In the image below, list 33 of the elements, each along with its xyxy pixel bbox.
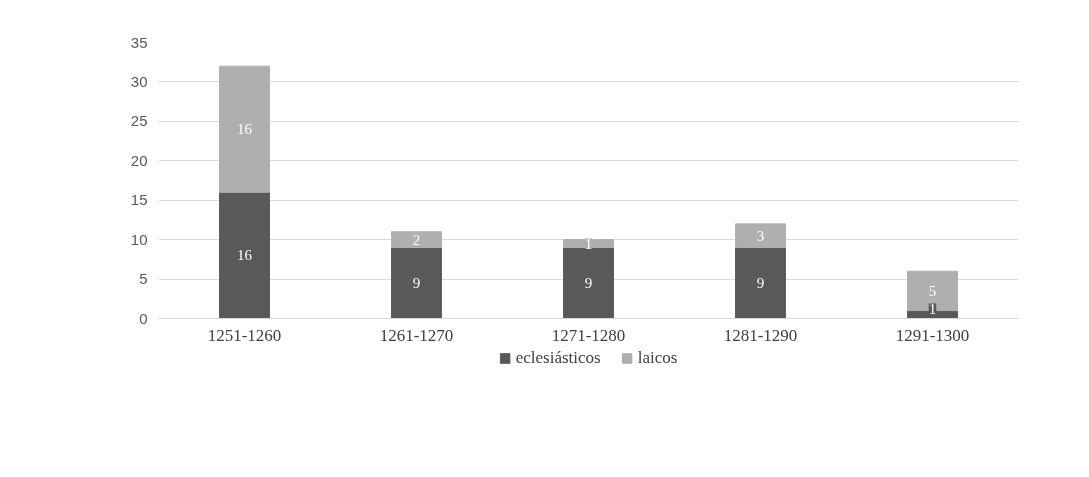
data-label: 9 xyxy=(412,275,421,292)
y-tick-label: 0 xyxy=(139,309,148,327)
y-tick-label: 5 xyxy=(139,270,148,288)
data-label: 5 xyxy=(928,282,937,299)
x-tick-label: 1271-1280 xyxy=(551,325,626,345)
y-tick-label: 15 xyxy=(130,191,148,209)
x-tick-label: 1291-1300 xyxy=(895,325,970,345)
y-tick-label: 10 xyxy=(130,230,148,248)
data-label: 1 xyxy=(928,300,937,317)
x-tick-label: 1261-1270 xyxy=(379,325,454,345)
y-tick-label: 20 xyxy=(130,151,148,169)
data-label: 1 xyxy=(584,235,593,252)
bar xyxy=(219,65,270,193)
bar xyxy=(735,223,786,249)
bar xyxy=(219,191,270,319)
data-label: 9 xyxy=(756,275,765,292)
y-tick-label: 25 xyxy=(130,112,148,130)
data-label: 2 xyxy=(412,231,421,248)
data-label: 3 xyxy=(756,227,765,244)
bar xyxy=(735,247,786,319)
bar xyxy=(563,247,614,319)
bar xyxy=(391,247,442,319)
data-label: 16 xyxy=(237,247,253,264)
y-tick-label: 30 xyxy=(130,72,148,90)
x-tick-label: 1251-1260 xyxy=(207,325,282,345)
y-tick-label: 35 xyxy=(130,33,148,51)
data-label: 16 xyxy=(237,121,253,138)
x-tick-label: 1281-1290 xyxy=(723,325,798,345)
data-label: 9 xyxy=(584,275,593,292)
legend-label: laicos xyxy=(637,348,678,368)
legend-label: eclesiásticos xyxy=(515,348,601,368)
bar xyxy=(907,270,958,312)
bar xyxy=(391,231,442,249)
